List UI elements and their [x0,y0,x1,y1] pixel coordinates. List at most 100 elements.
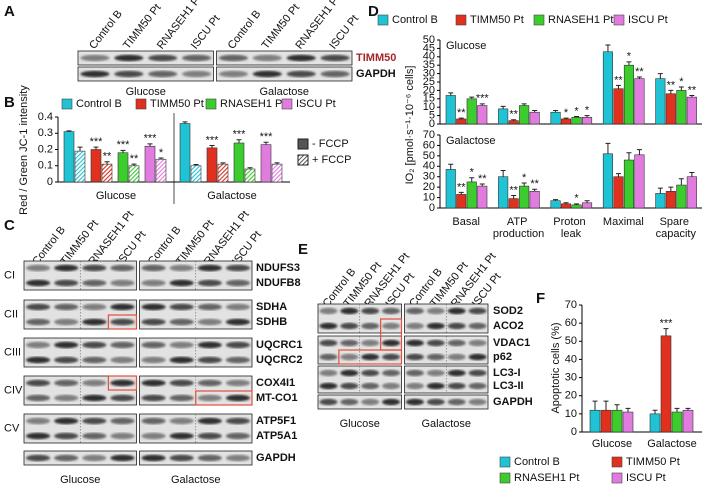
significance-label: ** [130,153,139,165]
blot-band [225,454,251,462]
y-tick-label: 40 [423,51,435,63]
blot-band [114,70,144,78]
blot-band [426,307,445,315]
error-bar [448,163,454,170]
x-tick-label: Galactose [647,438,697,450]
x-tick-line: capacity [656,228,697,240]
significance-label: *** [117,139,131,151]
bar [498,176,509,209]
blot-band [110,303,135,311]
blot-band [114,54,144,62]
significance-label: ** [614,74,623,86]
error-bar [563,202,569,204]
bar [179,123,191,183]
bar [456,194,467,209]
blot-band [148,54,178,62]
group-label: Glucose [126,86,166,98]
error-bar [563,117,569,119]
bar [671,411,683,433]
error-bar [500,169,506,177]
blot-membrane [23,450,137,466]
blot-band [361,307,380,315]
protein-label: UQCRC1 [256,339,302,351]
blot-band [82,341,107,349]
legend-label: Control B [514,456,560,468]
blot-band [25,279,51,287]
blot-band [110,318,135,326]
blot-band [141,279,166,287]
legend-swatch [205,98,217,110]
x-tick-label: Spare capacity [656,216,697,240]
blot-band [319,382,338,390]
bar [686,176,697,209]
y-tick-label: 70 [423,129,435,141]
bar [508,120,519,125]
y-tick-label: 45 [423,42,435,54]
y-tick-label: 0.2 [38,143,53,155]
bar [101,163,113,183]
y-tick-label: 30 [423,171,435,183]
blot-band [25,379,51,387]
error-bar [479,183,485,187]
legend-label: ISCU Pt [296,98,336,110]
blot-band [169,279,194,287]
blot-band [141,379,166,387]
significance-label: *** [260,131,274,143]
blot-band [340,353,359,361]
error-bar [626,152,632,161]
error-bar [678,86,684,91]
error-bar [247,167,253,169]
blot-membrane [317,394,402,410]
blot-band [82,454,107,462]
subplot-title: Glucose [446,40,486,52]
error-bar [511,194,517,199]
error-bar [77,146,83,152]
blot-band [82,394,107,402]
blot-band [225,417,251,425]
blot-band [80,70,110,78]
blot-band [169,432,194,440]
blot-band [110,432,135,440]
blot-band [340,322,359,330]
bar [529,111,540,125]
legend-label: Control B [392,14,438,26]
blot-band [468,369,487,377]
blot-band [169,454,194,462]
blot-band [54,454,79,462]
x-tick-label: Basal [452,216,480,228]
blot-band [405,398,424,406]
bar [571,204,582,209]
bar [600,409,612,433]
error-bar [236,139,242,143]
protein-label: NDUFB8 [256,277,301,289]
highlight-box [195,390,253,406]
error-bar [104,161,110,165]
y-tick-label: 0 [429,118,435,130]
blot-band [54,303,79,311]
error-bar [448,92,454,96]
bar [655,78,666,125]
significance-label: *** [206,134,220,146]
error-bar [615,84,621,89]
legend-label: Control B [76,98,122,110]
bar [623,159,635,209]
significance-label: * [679,76,684,88]
bar [519,105,530,125]
bar [271,163,283,183]
blot-band [405,307,424,315]
bar [676,184,687,209]
bar [649,413,661,433]
blot-band [25,454,51,462]
blot-band [197,394,222,402]
error-bar [636,76,642,79]
blot-band [197,279,222,287]
error-bar [93,146,99,150]
error-bar [689,94,695,98]
error-bar [668,89,674,94]
panel-letter: D [368,3,379,20]
protein-label: SDHA [256,301,287,313]
blot-band [82,318,107,326]
blot-band [225,394,251,402]
bar [63,131,75,183]
